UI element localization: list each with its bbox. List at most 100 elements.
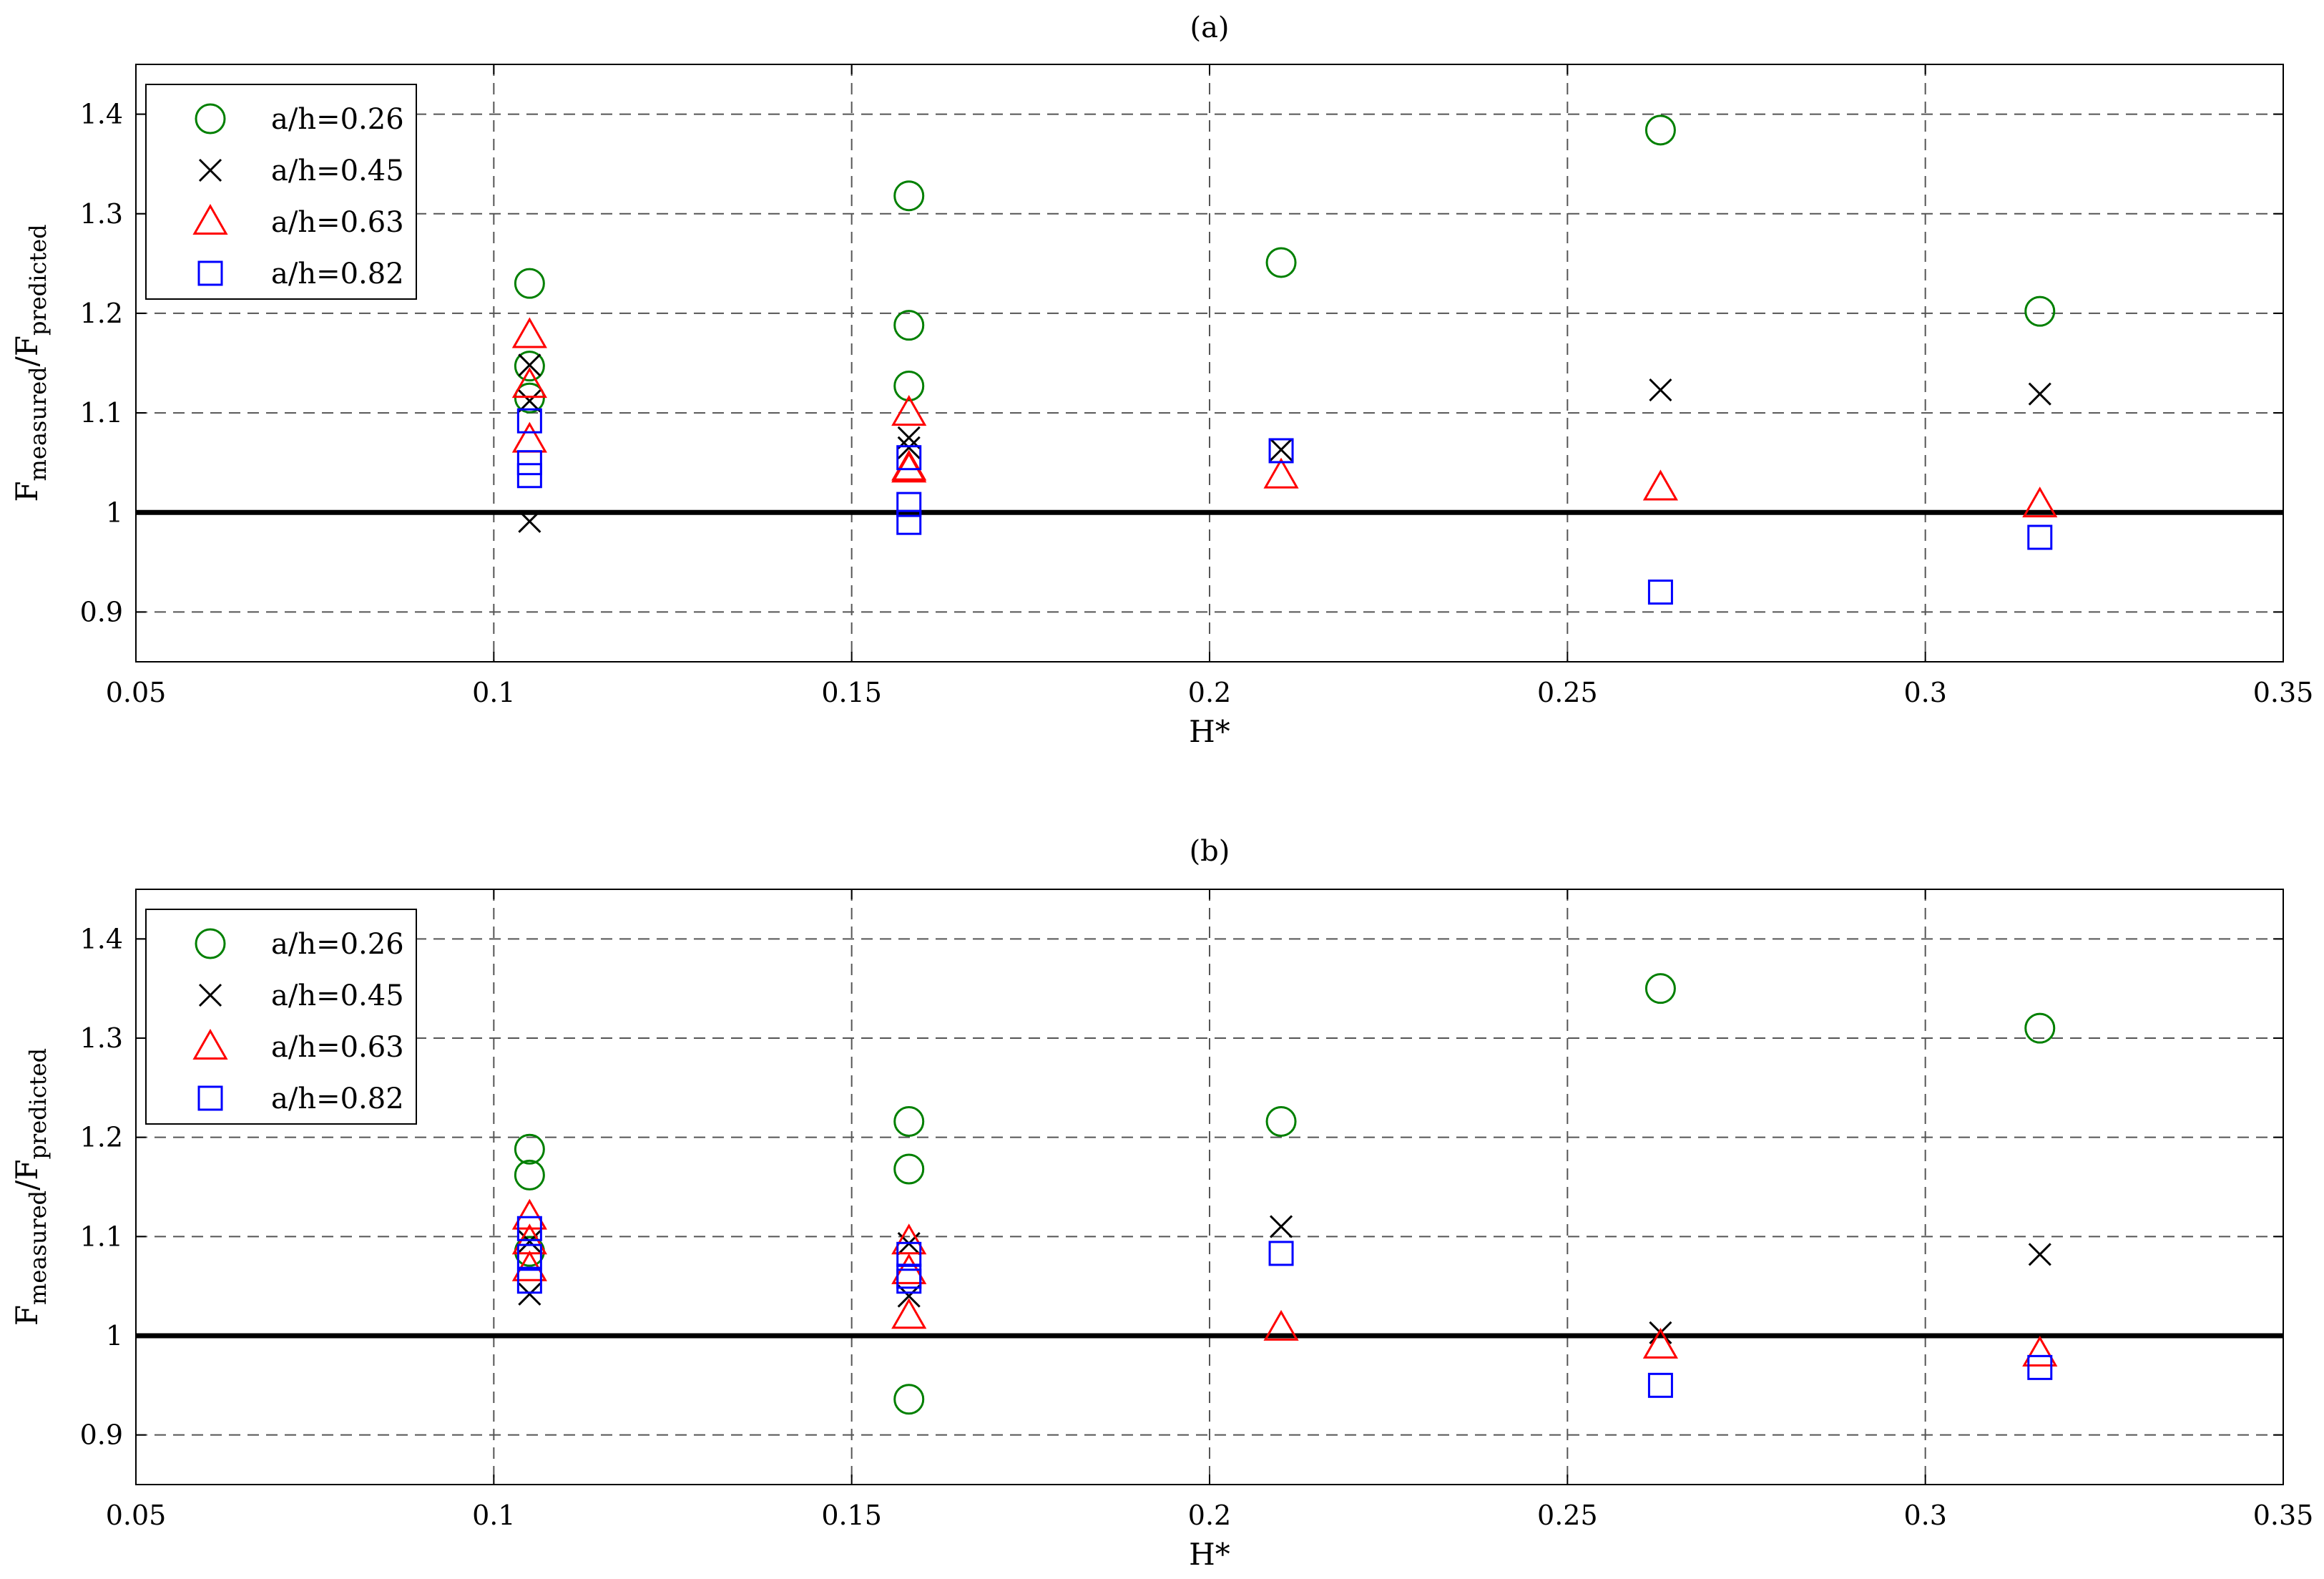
chart-title: (a) xyxy=(1190,11,1229,44)
series-a/h=0.26 xyxy=(514,973,2056,1415)
x-tick-label: 0.35 xyxy=(2253,1500,2314,1531)
x-tick-label: 0.15 xyxy=(821,1500,882,1531)
series-a/h=0.82 xyxy=(516,408,2053,605)
x-tick-label: 0.35 xyxy=(2253,677,2314,708)
y-label-main: F xyxy=(9,1305,44,1326)
legend-marker xyxy=(192,1028,228,1060)
data-point xyxy=(1642,1327,1679,1359)
legend-label: a/h=0.26 xyxy=(271,103,404,136)
data-point-stroke-2 xyxy=(518,1282,541,1306)
series-a/h=0.63 xyxy=(511,317,2058,518)
x-tick-label: 0.2 xyxy=(1188,677,1231,708)
data-point xyxy=(511,1198,547,1230)
y-tick-label: 1.4 xyxy=(80,923,123,954)
data-point-stroke-2 xyxy=(518,389,541,413)
panel-a: 0.05 0.1 0.15 0.2 0.25 0.3 0.35 0.9 1 1.1 1.2 1.3 1.… xyxy=(9,11,2313,749)
data-point xyxy=(516,1243,542,1269)
legend-marker-stroke-2 xyxy=(198,158,222,182)
data-point xyxy=(891,1223,927,1255)
data-point-stroke-2 xyxy=(897,1284,921,1308)
data-point-stroke-2 xyxy=(2028,382,2051,406)
data-point-stroke-2 xyxy=(2028,1243,2051,1266)
data-point xyxy=(518,1282,541,1306)
data-point-stroke-2 xyxy=(1270,438,1293,461)
data-point xyxy=(1649,1321,1672,1344)
series-a/h=0.82 xyxy=(516,1216,2053,1398)
data-point xyxy=(1265,247,1297,278)
data-point xyxy=(893,1105,925,1137)
data-point xyxy=(893,1153,925,1185)
data-point-stroke-2 xyxy=(897,426,921,449)
data-point xyxy=(518,509,541,533)
legend-label: a/h=0.82 xyxy=(271,1082,404,1115)
data-point xyxy=(518,389,541,413)
legend-marker xyxy=(195,928,226,959)
data-point xyxy=(2024,1012,2056,1044)
data-point xyxy=(1263,457,1299,489)
legend-marker xyxy=(197,260,223,286)
y-tick-label: 1.3 xyxy=(80,1022,123,1054)
data-point xyxy=(1642,469,1679,501)
legend-label: a/h=0.45 xyxy=(271,979,404,1012)
legend-marker xyxy=(198,158,222,182)
data-point xyxy=(511,1250,547,1281)
y-label-sub-measured: measured xyxy=(24,366,52,481)
legend-label: a/h=0.26 xyxy=(271,928,404,961)
data-point xyxy=(514,268,545,299)
data-point xyxy=(2027,1354,2053,1380)
y-tick-label: 0.9 xyxy=(80,596,123,627)
data-point xyxy=(514,1159,545,1191)
x-tick-label: 0.05 xyxy=(106,1500,167,1531)
x-tick-label: 0.25 xyxy=(1537,677,1598,708)
data-point xyxy=(893,1384,925,1415)
data-point xyxy=(514,382,545,414)
data-point xyxy=(511,317,547,348)
legend-marker xyxy=(192,203,228,235)
data-point xyxy=(516,408,542,434)
y-axis-label: Fmeasured/Fpredicted xyxy=(9,1048,52,1326)
data-point xyxy=(516,1268,542,1294)
data-point xyxy=(897,1284,921,1308)
y-axis-label: Fmeasured/Fpredicted xyxy=(9,224,52,502)
data-point xyxy=(1270,438,1293,461)
data-point xyxy=(1649,378,1672,402)
x-tick-label: 0.25 xyxy=(1537,1500,1598,1531)
legend-marker xyxy=(197,1085,223,1111)
data-point xyxy=(514,351,545,382)
x-tick-label: 0.1 xyxy=(472,1500,515,1531)
y-label-main: F xyxy=(9,481,44,502)
data-point xyxy=(2028,1243,2051,1266)
legend-label: a/h=0.63 xyxy=(271,206,404,239)
data-point xyxy=(516,1216,542,1241)
data-point xyxy=(518,1230,541,1253)
data-point xyxy=(896,509,922,535)
y-label-separator: /F xyxy=(9,1160,44,1191)
data-point xyxy=(1268,1241,1294,1266)
data-point xyxy=(891,1298,927,1329)
data-point xyxy=(516,463,542,489)
y-label-sub-measured: measured xyxy=(24,1191,52,1305)
series-a/h=0.26 xyxy=(514,114,2056,414)
data-point xyxy=(511,367,547,399)
y-tick-label: 1.1 xyxy=(80,397,123,429)
data-point xyxy=(1644,973,1676,1004)
data-point xyxy=(2027,524,2053,550)
x-tick-label: 0.15 xyxy=(821,677,882,708)
legend-marker xyxy=(198,983,222,1007)
x-tick-label: 0.2 xyxy=(1188,1500,1231,1531)
data-point-stroke-2 xyxy=(1270,1215,1293,1238)
y-tick-label: 1.4 xyxy=(80,99,123,130)
data-point xyxy=(891,395,927,426)
data-point-stroke-2 xyxy=(1649,1321,1672,1344)
data-point xyxy=(518,353,541,377)
data-point-stroke-2 xyxy=(1649,378,1672,402)
data-point xyxy=(1647,1372,1673,1398)
data-point xyxy=(891,451,927,483)
data-point-stroke-2 xyxy=(897,436,921,459)
panel-b: 0.05 0.1 0.15 0.2 0.25 0.3 0.35 0.9 1 1.1 1.2 1.3 1.… xyxy=(9,835,2313,1572)
x-tick-label: 0.05 xyxy=(106,677,167,708)
x-axis-label: H* xyxy=(1189,1537,1230,1572)
data-point-stroke-2 xyxy=(518,1230,541,1253)
data-point xyxy=(893,180,925,212)
